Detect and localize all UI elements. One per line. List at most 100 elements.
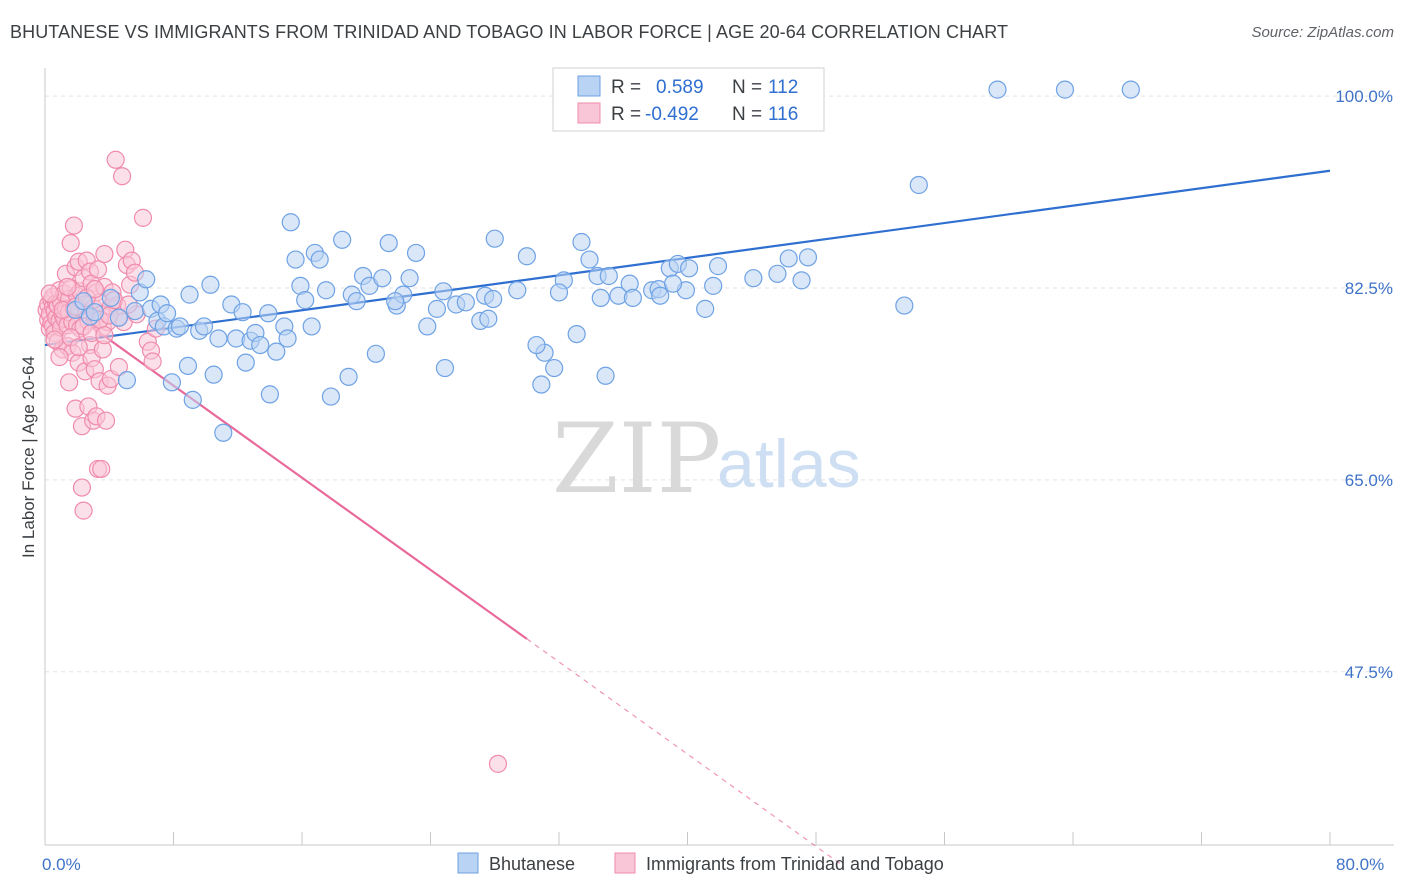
legend-r-label-1: R = [611,77,641,98]
y-tick-label: 47.5% [1345,663,1393,682]
data-point-bhutanese [427,299,447,318]
data-point-bhutanese [204,365,223,384]
legend-box: R = 0.589 N = 112 R = -0.492 N = 116 [552,67,825,132]
data-point-bhutanese [286,250,305,269]
legend-n-label-1: N = [732,77,762,98]
data-point-bhutanese [680,259,699,278]
data-point-bhutanese [704,276,723,295]
data-point-trinidad [106,150,125,169]
data-point-bhutanese [549,283,569,302]
data-point-bhutanese [310,250,329,269]
data-point-bhutanese [580,250,599,269]
chart-title: BHUTANESE VS IMMIGRANTS FROM TRINIDAD AN… [10,22,1009,42]
y-axis-title: In Labor Force | Age 20-64 [19,356,38,558]
data-point-trinidad [488,754,508,773]
x-tick-label-max: 80.0% [1336,855,1384,874]
legend-r-value-bhutanese: 0.589 [656,77,704,98]
y-tick-label: 82.5% [1345,279,1393,298]
data-point-bhutanese [1055,80,1075,99]
data-point-bhutanese [484,289,503,309]
data-point-bhutanese [744,269,763,288]
data-point-bhutanese [157,304,177,323]
legend-n-value-trinidad: 116 [768,104,798,125]
data-point-trinidad [133,208,153,227]
data-point-bhutanese [267,342,286,361]
y-axis-tick-labels: 47.5% 65.0% 82.5% 100.0% [1335,87,1393,682]
data-point-bhutanese [366,344,385,363]
bottom-legend: Bhutanese Immigrants from Trinidad and T… [457,852,944,874]
data-point-bhutanese [339,367,358,386]
data-point-bhutanese [183,390,202,409]
data-point-bhutanese [379,233,398,253]
data-point-trinidad [109,357,128,377]
bottom-legend-swatch-trinidad [614,852,636,874]
data-point-bhutanese [236,353,255,372]
data-point-bhutanese [117,371,137,390]
data-point-bhutanese [125,301,145,321]
data-point-trinidad [112,167,132,186]
series-trinidad-points [37,150,508,773]
data-point-bhutanese [517,247,536,266]
data-point-trinidad [95,326,114,345]
data-point-bhutanese [260,385,279,404]
data-point-bhutanese [779,249,798,268]
data-point-bhutanese [333,230,352,249]
grid-lines [45,95,1394,673]
data-point-bhutanese [909,175,928,195]
trend-line-bhutanese [44,169,1331,347]
x-axis-ticks [173,832,1331,845]
bottom-legend-label-bhutanese: Bhutanese [489,854,575,874]
data-point-bhutanese [532,375,551,394]
legend-r-value-trinidad: -0.492 [645,104,699,125]
legend-swatch-bhutanese [577,75,601,97]
data-point-trinidad [50,348,69,367]
data-point-bhutanese [696,299,715,318]
data-point-bhutanese [302,317,321,336]
data-point-bhutanese [527,335,546,355]
data-point-trinidad [69,338,88,357]
data-point-trinidad [58,277,77,297]
watermark: ZIP atlas [552,403,861,515]
data-point-bhutanese [792,271,811,290]
data-point-trinidad [64,216,84,235]
data-point-trinidad [143,352,162,371]
data-point-bhutanese [373,269,392,288]
data-point-bhutanese [386,292,405,311]
data-point-bhutanese [201,275,220,294]
data-point-bhutanese [895,296,914,315]
data-point-bhutanese [214,423,233,442]
data-point-bhutanese [209,329,228,348]
data-point-bhutanese [178,356,198,375]
watermark-zip: ZIP [552,403,721,515]
source-label: Source: ZipAtlas.com [1251,24,1394,41]
data-point-bhutanese [508,281,527,300]
data-point-bhutanese [109,308,128,327]
data-point-bhutanese [567,324,586,344]
data-point-bhutanese [137,270,156,289]
data-point-trinidad [72,478,92,497]
legend-n-label-2: N = [732,104,762,125]
data-point-bhutanese [101,288,120,308]
data-point-trinidad [59,373,79,392]
data-point-trinidad [40,284,59,303]
data-point-bhutanese [599,266,618,286]
y-tick-label: 65.0% [1345,471,1393,490]
data-point-bhutanese [180,285,199,304]
data-point-trinidad [85,280,104,299]
watermark-atlas: atlas [717,426,861,502]
data-point-bhutanese [485,229,504,248]
data-point-trinidad [95,244,114,264]
data-point-bhutanese [400,269,419,288]
data-point-bhutanese [281,213,300,232]
data-point-bhutanese [434,282,453,301]
data-point-bhutanese [233,303,252,322]
data-point-bhutanese [596,366,615,385]
data-point-bhutanese [162,373,181,392]
data-point-trinidad [96,411,116,430]
data-point-bhutanese [418,317,437,336]
bottom-legend-label-trinidad: Immigrants from Trinidad and Tobago [646,854,944,874]
trend-lines [44,169,1331,865]
series-bhutanese-points [66,80,1140,442]
data-point-bhutanese [591,288,610,308]
data-point-bhutanese [708,257,728,276]
